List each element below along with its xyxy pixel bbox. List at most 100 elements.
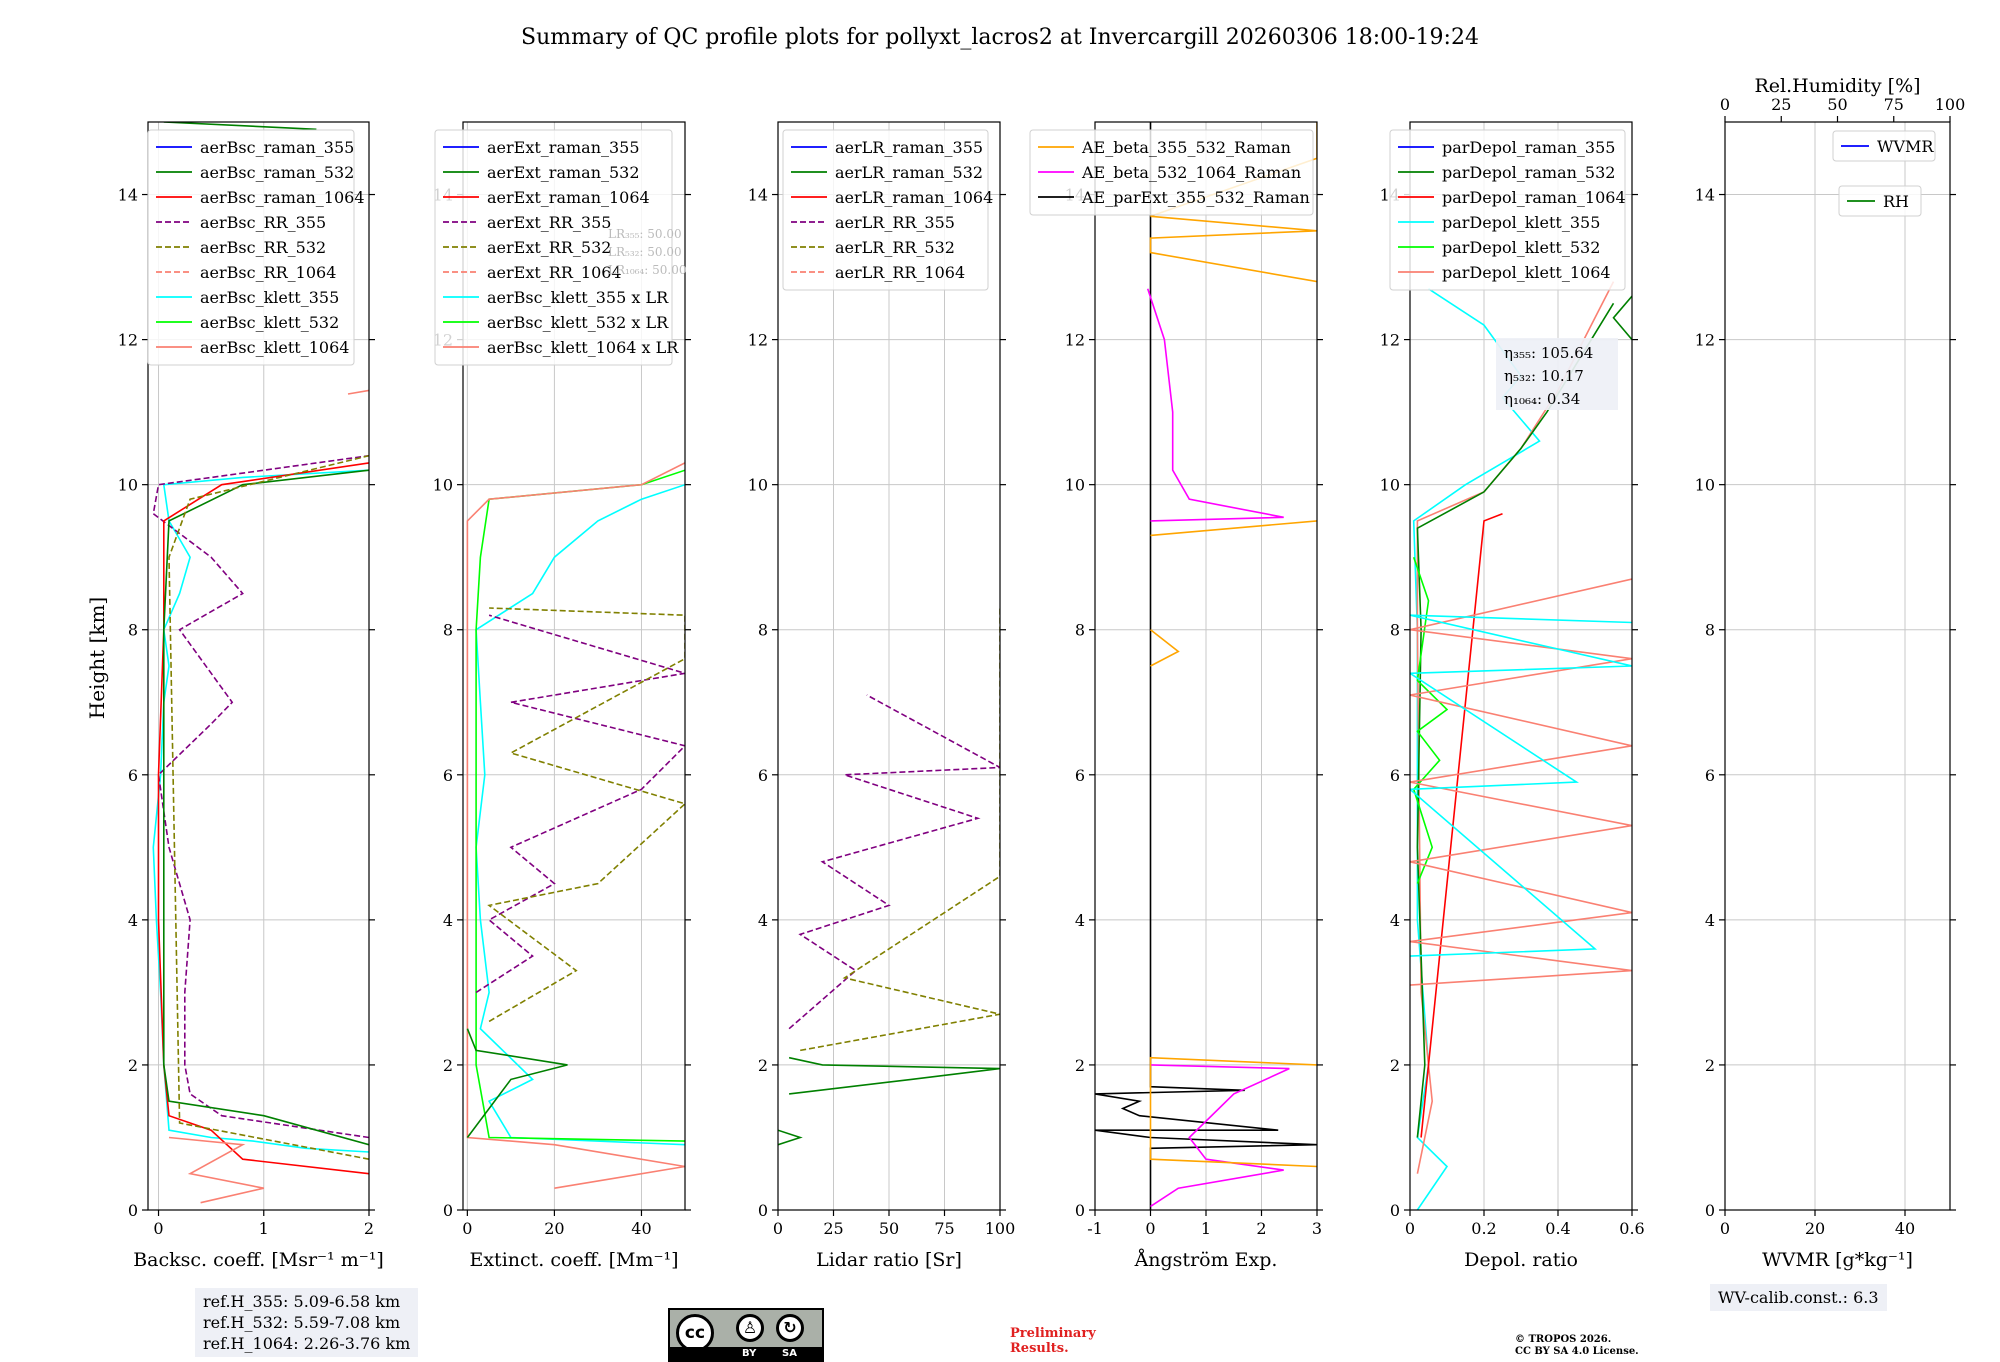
series-line [475, 483, 685, 1146]
x-axis-label: Lidar ratio [Sr] [816, 1249, 962, 1271]
copyright-line-2: CC BY SA 4.0 License. [1515, 1346, 1639, 1357]
series-line [1420, 512, 1503, 1138]
y-tick-label: 8 [443, 621, 453, 640]
legend-label: parDepol_klett_532 [1442, 238, 1600, 257]
preliminary-line-1: Preliminary [1010, 1326, 1096, 1341]
annotation-text: η₅₃₂: 10.17 [1504, 367, 1584, 385]
license-bar [670, 1347, 822, 1360]
legend-label: aerBsc_raman_1064 [200, 188, 365, 207]
series-line [1412, 288, 1541, 1210]
legend-label: aerExt_raman_532 [487, 163, 640, 182]
legend-label: aerBsc_klett_1064 x LR [487, 338, 679, 357]
annotation-text: LR₃₅₅: 50.00 [608, 227, 682, 241]
x-axis-label: Backsc. coeff. [Msr⁻¹ m⁻¹] [133, 1249, 384, 1271]
legend-label: aerBsc_RR_355 [200, 213, 326, 232]
x-tick-label: 0 [1405, 1219, 1415, 1238]
copyright-line-1: © TROPOS 2026. [1515, 1334, 1612, 1345]
series-line [1146, 288, 1284, 522]
panel-ext: 0204002468101214Extinct. coeff. [Mm⁻¹]ae… [433, 121, 691, 1271]
y-tick-label: 4 [443, 911, 453, 930]
series-line [466, 1028, 568, 1138]
by-label: BY [742, 1348, 757, 1359]
legend-label: parDepol_raman_355 [1442, 138, 1615, 157]
y-tick-label: 10 [118, 476, 138, 495]
y-tick-label: 2 [1075, 1056, 1085, 1075]
x-tick-label: 0 [1720, 1219, 1730, 1238]
series-line [1150, 520, 1317, 537]
series-line [152, 469, 369, 1153]
x-tick-label: 0 [773, 1219, 783, 1238]
legend-label: parDepol_klett_1064 [1442, 263, 1611, 282]
series-line [1150, 629, 1180, 667]
y-tick-label: 8 [1390, 621, 1400, 640]
legend-label: aerLR_raman_1064 [835, 188, 993, 207]
wv-calib-box: WV-calib.const.: 6.3 [1710, 1284, 1887, 1311]
y-tick-label: 2 [758, 1056, 768, 1075]
y-tick-label: 6 [758, 766, 768, 785]
y-tick-label: 0 [128, 1201, 138, 1220]
ref-height-1064: ref.H_1064: 2.26-3.76 km [203, 1334, 411, 1353]
legend-label: parDepol_raman_532 [1442, 163, 1615, 182]
series-line [475, 614, 685, 994]
series-line [347, 389, 369, 395]
y-tick-label: 0 [1075, 1201, 1085, 1220]
sa-share-icon: ↻ [776, 1314, 804, 1342]
legend-label: aerBsc_klett_355 x LR [487, 288, 669, 307]
x-tick-label: 100 [985, 1219, 1016, 1238]
x2-tick-label: 25 [1771, 95, 1791, 114]
y-tick-label: 0 [758, 1201, 768, 1220]
annotation-text: LR₁₀₆₄: 50.00 [608, 263, 686, 277]
legend-label: RH [1883, 192, 1909, 211]
legend-label: aerBsc_raman_355 [200, 138, 354, 157]
series-line [163, 122, 317, 131]
panel-lr: 0 25 50 75 100 0 2 4 6 8 10 12 14 Lidar ratio [Sr] aer… [748, 121, 1016, 1271]
series-line [1416, 302, 1615, 1138]
y-tick-label: 10 [433, 476, 453, 495]
legend-box [1029, 129, 1314, 216]
x-tick-label: 25 [823, 1219, 843, 1238]
series-line [788, 1056, 1000, 1095]
y-tick-label: 2 [443, 1056, 453, 1075]
series-line [152, 454, 369, 1139]
legend-label: aerExt_RR_1064 [487, 263, 622, 282]
legend-label: parDepol_raman_1064 [1442, 188, 1626, 207]
legend-box [782, 129, 989, 291]
series-line [1416, 281, 1615, 1174]
x-tick-label: 40 [631, 1219, 651, 1238]
series-line [168, 454, 369, 1160]
by-person-icon: ♙ [736, 1314, 764, 1342]
y-tick-label: 8 [1075, 621, 1085, 640]
panel-ae: -1012302468101214Ångström Exp.AE_beta_35… [1029, 121, 1323, 1271]
x-tick-label: 1 [259, 1219, 269, 1238]
plot-frame [1724, 121, 1951, 1211]
legend-label: WVMR [1877, 137, 1934, 156]
series-line [1149, 1056, 1317, 1168]
x-axis-label: Depol. ratio [1464, 1249, 1578, 1271]
legend-label: aerLR_RR_1064 [835, 263, 965, 282]
figure-title: Summary of QC profile plots for pollyxt_… [521, 25, 1479, 50]
panel-wv: 0 20 40 0 2 4 6 8 10 12 14 WVMR [g*kg⁻¹] 0 25 50 75 100 R… [1695, 75, 1966, 1271]
legend-label: aerBsc_klett_355 [200, 288, 339, 307]
y-tick-label: 10 [1065, 476, 1085, 495]
y-tick-label: 10 [748, 476, 768, 495]
x-tick-label: 0.4 [1545, 1219, 1570, 1238]
y-tick-label: 12 [1065, 331, 1085, 350]
cc-license-logo: cc ♙ ↻ BY SA [668, 1308, 824, 1362]
series-line [1412, 556, 1449, 884]
x-axis-label: Ångström Exp. [1134, 1249, 1278, 1271]
series-line [1612, 295, 1632, 341]
y-tick-label: 0 [443, 1201, 453, 1220]
series-line [1149, 122, 1317, 283]
y-tick-label: 10 [1380, 476, 1400, 495]
y-tick-label: 12 [118, 331, 138, 350]
y-axis-label: Height [km] [85, 597, 109, 719]
legend-label: AE_beta_355_532_Raman [1081, 138, 1291, 157]
series-line [778, 1129, 803, 1146]
annotation-text: η₁₀₆₄: 0.34 [1504, 390, 1580, 408]
x-axis-label: Extinct. coeff. [Mm⁻¹] [469, 1249, 678, 1271]
x-tick-label: 2 [1256, 1219, 1266, 1238]
x2-tick-label: 75 [1884, 95, 1904, 114]
x-tick-label: 0 [1145, 1219, 1155, 1238]
x-tick-label: 0.6 [1619, 1219, 1644, 1238]
